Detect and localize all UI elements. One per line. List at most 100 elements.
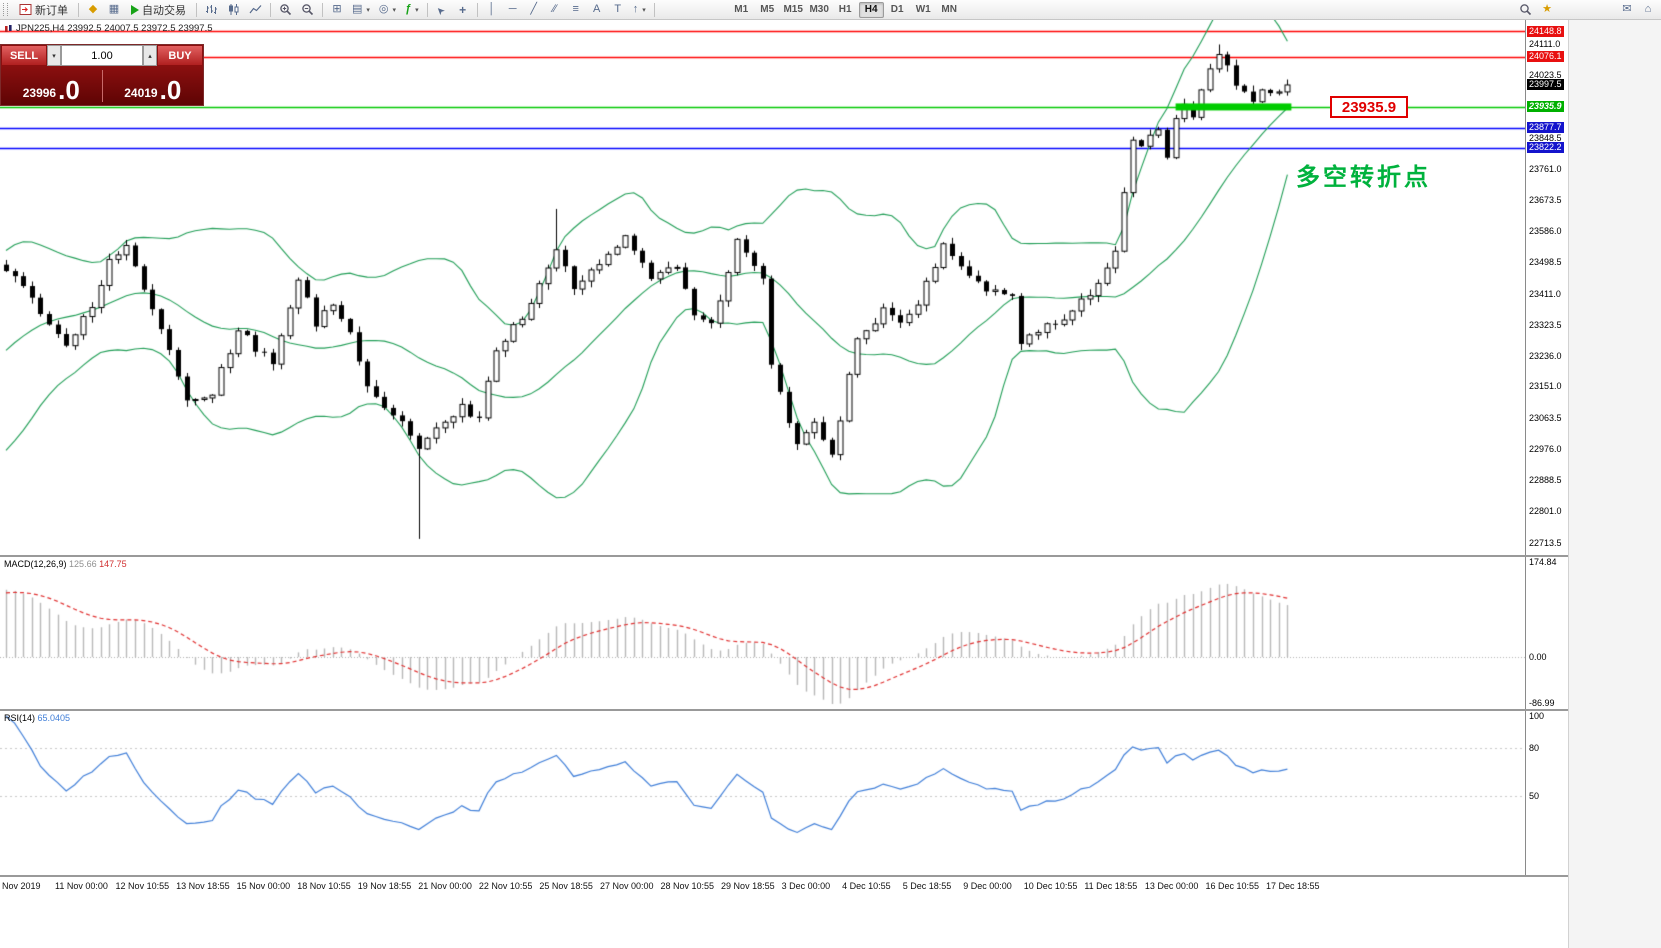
autotrading-play-icon xyxy=(131,4,139,15)
timeframe-h1-button[interactable]: H1 xyxy=(833,2,858,18)
rsi-axis-label: 50 xyxy=(1529,791,1540,801)
time-axis-splitter[interactable] xyxy=(0,875,1568,877)
indicators-button[interactable]: ƒ ▾ xyxy=(401,1,423,18)
time-axis-label: 3 Dec 00:00 xyxy=(781,881,831,891)
bar-chart-button[interactable] xyxy=(201,1,222,18)
price-level-label[interactable]: 23935.9 xyxy=(1330,96,1408,118)
price-axis-label: 24023.5 xyxy=(1529,70,1562,81)
price-axis-label: 23935.9 xyxy=(1527,101,1564,113)
macd-axis-label: 0.00 xyxy=(1529,652,1547,662)
toolbar-separator xyxy=(653,2,655,17)
new-order-icon xyxy=(19,4,32,15)
rsi-splitter[interactable] xyxy=(0,709,1568,711)
sell-button[interactable]: SELL xyxy=(1,45,47,66)
sell-price[interactable]: 23996 .0 xyxy=(1,77,102,105)
price-axis-label: 23877.7 xyxy=(1527,122,1564,134)
text-button[interactable]: A xyxy=(587,1,607,18)
macd-axis-label: 174.84 xyxy=(1529,557,1557,567)
toolbar-grip[interactable] xyxy=(3,3,8,16)
rsi-axis-label: 80 xyxy=(1529,743,1540,753)
symbol-ohlc-text: JPN225,H4 23992.5 24007.5 23972.5 23997.… xyxy=(16,23,213,34)
trendline-button[interactable]: ╱ xyxy=(524,1,544,18)
chart-annotation-text[interactable]: 多空转折点 xyxy=(1296,164,1431,191)
bar-chart-icon xyxy=(206,5,217,14)
rsi-indicator-canvas[interactable] xyxy=(0,710,1525,876)
vertical-line-button[interactable]: │ xyxy=(482,1,502,18)
volume-decrease-button[interactable]: ▾ xyxy=(47,45,61,66)
crosshair-icon: + xyxy=(459,2,467,17)
tile-windows-button[interactable]: ⊞ xyxy=(327,1,347,18)
chart-window-button[interactable]: ▦ xyxy=(104,1,124,18)
timeframe-mn-button[interactable]: MN xyxy=(937,2,962,18)
channel-icon: ∕∕ xyxy=(552,3,557,15)
price-axis-label: 23151.0 xyxy=(1529,381,1562,392)
toolbar-separator xyxy=(270,2,271,17)
crosshair-button[interactable]: + xyxy=(453,1,473,18)
buy-button[interactable]: BUY xyxy=(157,45,203,66)
price-axis[interactable]: 24148.8 24111.0 24076.1 24023.5 23997.5 23935… xyxy=(1525,20,1568,876)
horizontal-line-button[interactable]: ─ xyxy=(503,1,523,18)
channel-button[interactable]: ∕∕ xyxy=(545,1,565,18)
cursor-button[interactable]: ➤ xyxy=(432,1,452,18)
price-axis-label: 23323.5 xyxy=(1529,319,1562,330)
mail-button[interactable]: ✉ xyxy=(1617,1,1637,18)
macd-splitter[interactable] xyxy=(0,555,1568,557)
profiles-button[interactable]: ◎ ▾ xyxy=(375,1,400,18)
workspace-background xyxy=(1568,20,1661,948)
metaeditor-button[interactable]: ◆ xyxy=(83,1,103,18)
zoom-in-button[interactable] xyxy=(275,1,296,18)
home-button[interactable]: ⌂ xyxy=(1638,1,1658,18)
macd-label: MACD(12,26,9) 125.66 147.75 xyxy=(4,559,127,569)
price-axis-label: 23822.2 xyxy=(1527,142,1564,153)
candlestick-chart-button[interactable] xyxy=(223,1,244,18)
autotrading-button[interactable]: 自动交易 xyxy=(125,1,192,18)
timeframe-w1-button[interactable]: W1 xyxy=(911,2,936,18)
arrows-button[interactable]: ↑ ▾ xyxy=(629,1,650,18)
time-axis-label: 16 Dec 10:55 xyxy=(1205,881,1259,891)
new-order-button[interactable]: 新订单 xyxy=(13,1,74,18)
indicators-icon: ƒ xyxy=(405,3,412,15)
new-chart-icon: ▤ xyxy=(352,3,363,15)
sell-price-main: 23996 xyxy=(22,86,57,100)
search-icon xyxy=(1520,4,1532,16)
fibonacci-button[interactable]: ≡ xyxy=(566,1,586,18)
price-axis-label: 24111.0 xyxy=(1529,38,1561,49)
line-chart-button[interactable] xyxy=(245,1,266,18)
time-axis-label: 17 Dec 18:55 xyxy=(1266,881,1320,891)
price-axis-label: 23761.0 xyxy=(1529,163,1562,174)
timeframe-m5-button[interactable]: M5 xyxy=(755,2,780,18)
main-chart-canvas[interactable] xyxy=(0,20,1525,556)
macd-axis-label: -86.99 xyxy=(1529,698,1555,708)
timeframe-d1-button[interactable]: D1 xyxy=(885,2,910,18)
buy-price[interactable]: 24019 .0 xyxy=(103,75,204,105)
buy-price-pips: .0 xyxy=(159,75,182,105)
timeframe-h4-button[interactable]: H4 xyxy=(858,1,884,18)
price-axis-label: 22976.0 xyxy=(1529,443,1562,454)
zoom-out-button[interactable] xyxy=(297,1,318,18)
timeframe-m15-button[interactable]: M15 xyxy=(781,2,806,18)
macd-main-value: 125.66 xyxy=(69,559,97,569)
volume-increase-button[interactable]: ▴ xyxy=(143,45,157,66)
toolbar-separator xyxy=(322,2,323,17)
search-button[interactable] xyxy=(1515,1,1536,18)
chevron-down-icon: ▾ xyxy=(415,6,419,14)
timeframe-m30-button[interactable]: M30 xyxy=(807,2,832,18)
volume-input[interactable] xyxy=(61,45,143,66)
timeframe-m1-button[interactable]: M1 xyxy=(729,2,754,18)
rsi-label: RSI(14) 65.0405 xyxy=(4,713,70,723)
toolbar-separator xyxy=(476,2,478,17)
cursor-icon: ➤ xyxy=(434,2,449,17)
time-axis-label: 19 Nov 18:55 xyxy=(357,881,412,891)
favorites-button[interactable]: ★ xyxy=(1537,1,1557,18)
time-axis[interactable]: Nov 2019 11 Nov 00:00 12 Nov 10:55 13 Nov 1… xyxy=(0,877,1568,896)
time-axis-label: 4 Dec 10:55 xyxy=(842,881,891,891)
macd-signal-value: 147.75 xyxy=(99,559,127,569)
price-axis-label: 23411.0 xyxy=(1529,288,1561,299)
macd-indicator-canvas[interactable] xyxy=(0,556,1525,710)
one-click-trading-panel: SELL ▾ ▴ BUY 23996 .0 24019 .0 xyxy=(0,44,204,106)
tile-windows-icon: ⊞ xyxy=(332,3,342,15)
toolbar: 新订单 ◆ ▦ 自动交易 ⊞ ▤ ▾ ◎ ▾ ƒ ▾ ➤ + │ ─ ╱ ∕∕ ≡ A… xyxy=(0,0,1661,20)
text-label-button[interactable]: T xyxy=(608,1,628,18)
new-chart-button[interactable]: ▤ ▾ xyxy=(348,1,374,18)
